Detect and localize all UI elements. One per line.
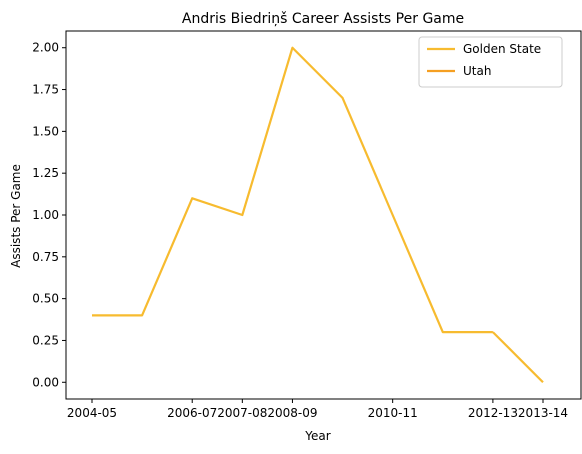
x-tick-label: 2006-07 xyxy=(167,406,217,420)
x-tick-label: 2007-08 xyxy=(217,406,267,420)
x-axis-title: Year xyxy=(304,429,330,443)
y-axis: 0.00 0.25 0.50 0.75 1.00 1.25 1.50 1.75 2.00 xyxy=(32,41,66,389)
y-axis-title: Assists Per Game xyxy=(9,164,23,268)
y-tick-label: 1.50 xyxy=(32,124,59,138)
y-tick-label: 0.25 xyxy=(32,333,59,347)
series-line-utah xyxy=(492,331,544,384)
y-tick-label: 1.00 xyxy=(32,208,59,222)
x-tick-label: 2010-11 xyxy=(368,406,418,420)
y-tick-label: 1.75 xyxy=(32,83,59,97)
x-tick-label: 2012-13 xyxy=(468,406,518,420)
chart-title: Andris Biedriņš Career Assists Per Game xyxy=(182,11,464,27)
legend-label: Utah xyxy=(463,64,491,78)
y-tick-label: 1.25 xyxy=(32,166,59,180)
y-tick-label: 2.00 xyxy=(32,41,59,55)
x-tick-label: 2013-14 xyxy=(518,406,568,420)
y-tick-label: 0.50 xyxy=(32,292,59,306)
y-tick-label: 0.75 xyxy=(32,250,59,264)
series-line-golden-state xyxy=(92,46,493,334)
x-tick-label: 2004-05 xyxy=(67,406,117,420)
series-lines xyxy=(92,46,544,384)
x-axis: 2004-05 2006-07 2007-08 2008-09 2010-11 2012-… xyxy=(67,399,568,420)
legend-label: Golden State xyxy=(463,42,541,56)
y-tick-label: 0.00 xyxy=(32,375,59,389)
legend: Golden State Utah xyxy=(418,36,563,88)
x-tick-label: 2008-09 xyxy=(267,406,317,420)
